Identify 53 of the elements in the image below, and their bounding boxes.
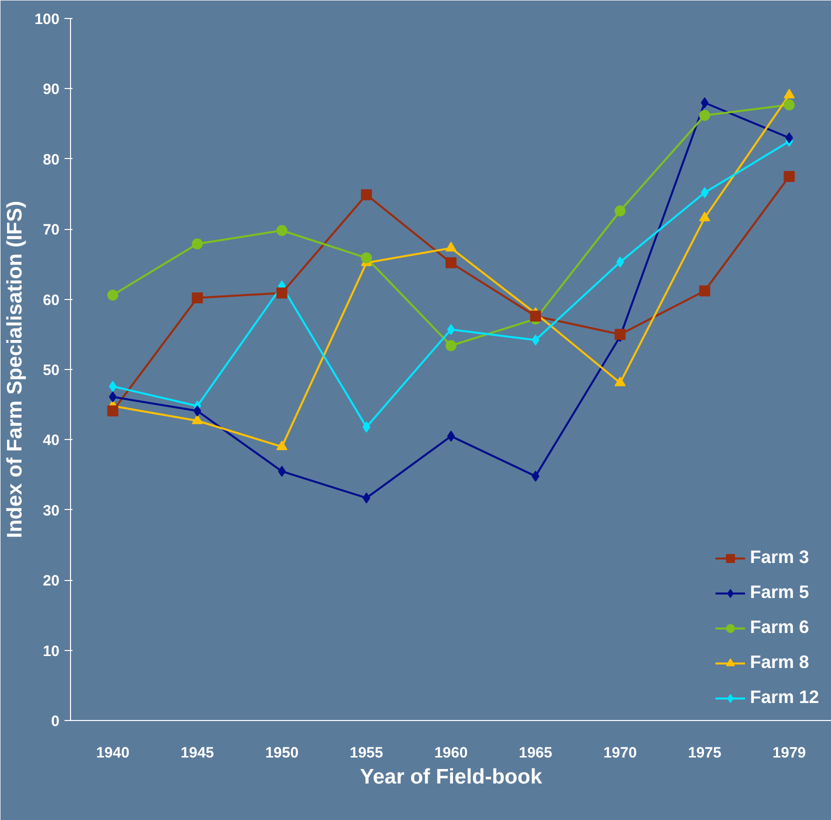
y-tick-label: 90 <box>42 81 60 98</box>
x-tick-label: 1960 <box>434 744 468 762</box>
point <box>276 287 288 298</box>
y-tick-label: 60 <box>42 292 60 309</box>
point <box>614 205 626 216</box>
y-tick-label: 30 <box>42 502 60 520</box>
point <box>614 328 626 340</box>
y-tick-label: 0 <box>51 713 60 730</box>
y-tick-label: 100 <box>34 11 60 28</box>
y-tick-label: 40 <box>42 432 60 450</box>
legend-label: Farm 3 <box>750 547 809 568</box>
y-tick-label: 50 <box>42 362 60 379</box>
point <box>276 440 288 450</box>
y-axis-title: Index of Farm Specialisation (IFS) <box>3 200 26 538</box>
x-tick-label: 1955 <box>350 744 384 762</box>
point <box>192 414 203 424</box>
point <box>192 292 203 304</box>
point <box>108 391 117 402</box>
x-tick-label: 1979 <box>772 744 806 762</box>
x-tick-label: 1940 <box>96 744 130 762</box>
point <box>614 376 626 386</box>
point <box>360 189 372 200</box>
point <box>446 242 456 252</box>
point <box>699 110 710 121</box>
legend-label: Farm 5 <box>750 582 809 603</box>
point <box>192 238 203 250</box>
point <box>784 99 795 110</box>
point <box>446 257 456 268</box>
x-tick-label: 1950 <box>265 744 299 762</box>
y-tick-label: 80 <box>42 151 60 168</box>
point <box>360 252 372 264</box>
x-tick-label: 1945 <box>180 744 214 762</box>
x-tick-label: 1970 <box>603 744 637 762</box>
point <box>784 170 795 182</box>
point <box>107 405 118 416</box>
point <box>276 225 288 236</box>
point <box>530 310 542 322</box>
x-tick-label: 1975 <box>688 744 722 762</box>
legend-label: Farm 6 <box>750 617 809 638</box>
legend-label: Farm 12 <box>750 687 819 708</box>
point <box>699 285 710 296</box>
point <box>784 88 795 98</box>
point <box>446 340 456 352</box>
x-axis-title: Year of Field-book <box>360 766 542 788</box>
x-tick-label: 1965 <box>518 744 552 762</box>
point <box>108 380 117 392</box>
y-tick-label: 70 <box>42 222 60 239</box>
y-tick-label: 20 <box>42 572 60 590</box>
legend-label: Farm 8 <box>750 652 809 673</box>
point <box>107 290 118 301</box>
point <box>699 212 710 222</box>
point <box>785 132 794 144</box>
y-tick-label: 10 <box>42 642 60 660</box>
